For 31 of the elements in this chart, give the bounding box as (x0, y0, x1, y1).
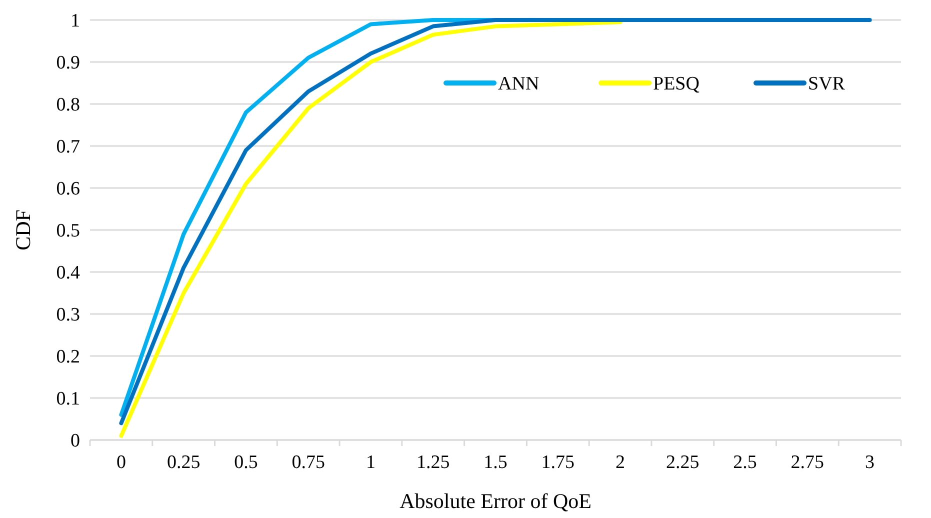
y-tick-label: 0.2 (56, 346, 80, 368)
y-tick-label: 0.7 (56, 136, 80, 158)
x-tick-label: 1.75 (541, 452, 575, 473)
y-axis-title: CDF (11, 210, 35, 250)
x-axis-title: Absolute Error of QoE (400, 489, 592, 513)
legend-label: PESQ (653, 74, 700, 95)
line-series (119, 18, 872, 426)
x-tick-label: 1.25 (416, 452, 450, 473)
x-tick-label: 2.25 (666, 452, 700, 473)
y-tick-label: 0 (70, 430, 80, 452)
y-tick-label: 0.1 (56, 388, 80, 410)
x-tick-label: 2.5 (733, 452, 757, 473)
x-tick-label: 0 (116, 452, 126, 473)
legend-label: ANN (498, 74, 540, 95)
legend-label: SVR (808, 74, 846, 95)
x-tick-label: 1 (366, 452, 376, 473)
y-tick-label: 0.6 (56, 178, 80, 200)
x-tick-label: 1.5 (484, 452, 508, 473)
x-tick-label: 0.5 (234, 452, 258, 473)
x-tick-label: 2 (616, 452, 626, 473)
y-tick-label: 0.3 (56, 304, 80, 326)
x-tick-label: 2.75 (790, 452, 824, 473)
line-series (119, 20, 622, 438)
y-tick-label: 1 (70, 10, 80, 32)
x-tick-label: 0.75 (292, 452, 325, 473)
x-tick-label: 0.25 (166, 452, 200, 473)
y-tick-label: 0.8 (56, 94, 80, 116)
y-tick-label: 0.9 (56, 52, 80, 74)
x-tick-label: 3 (865, 452, 875, 473)
y-tick-label: 0.4 (56, 262, 80, 284)
y-tick-label: 0.5 (56, 220, 80, 242)
